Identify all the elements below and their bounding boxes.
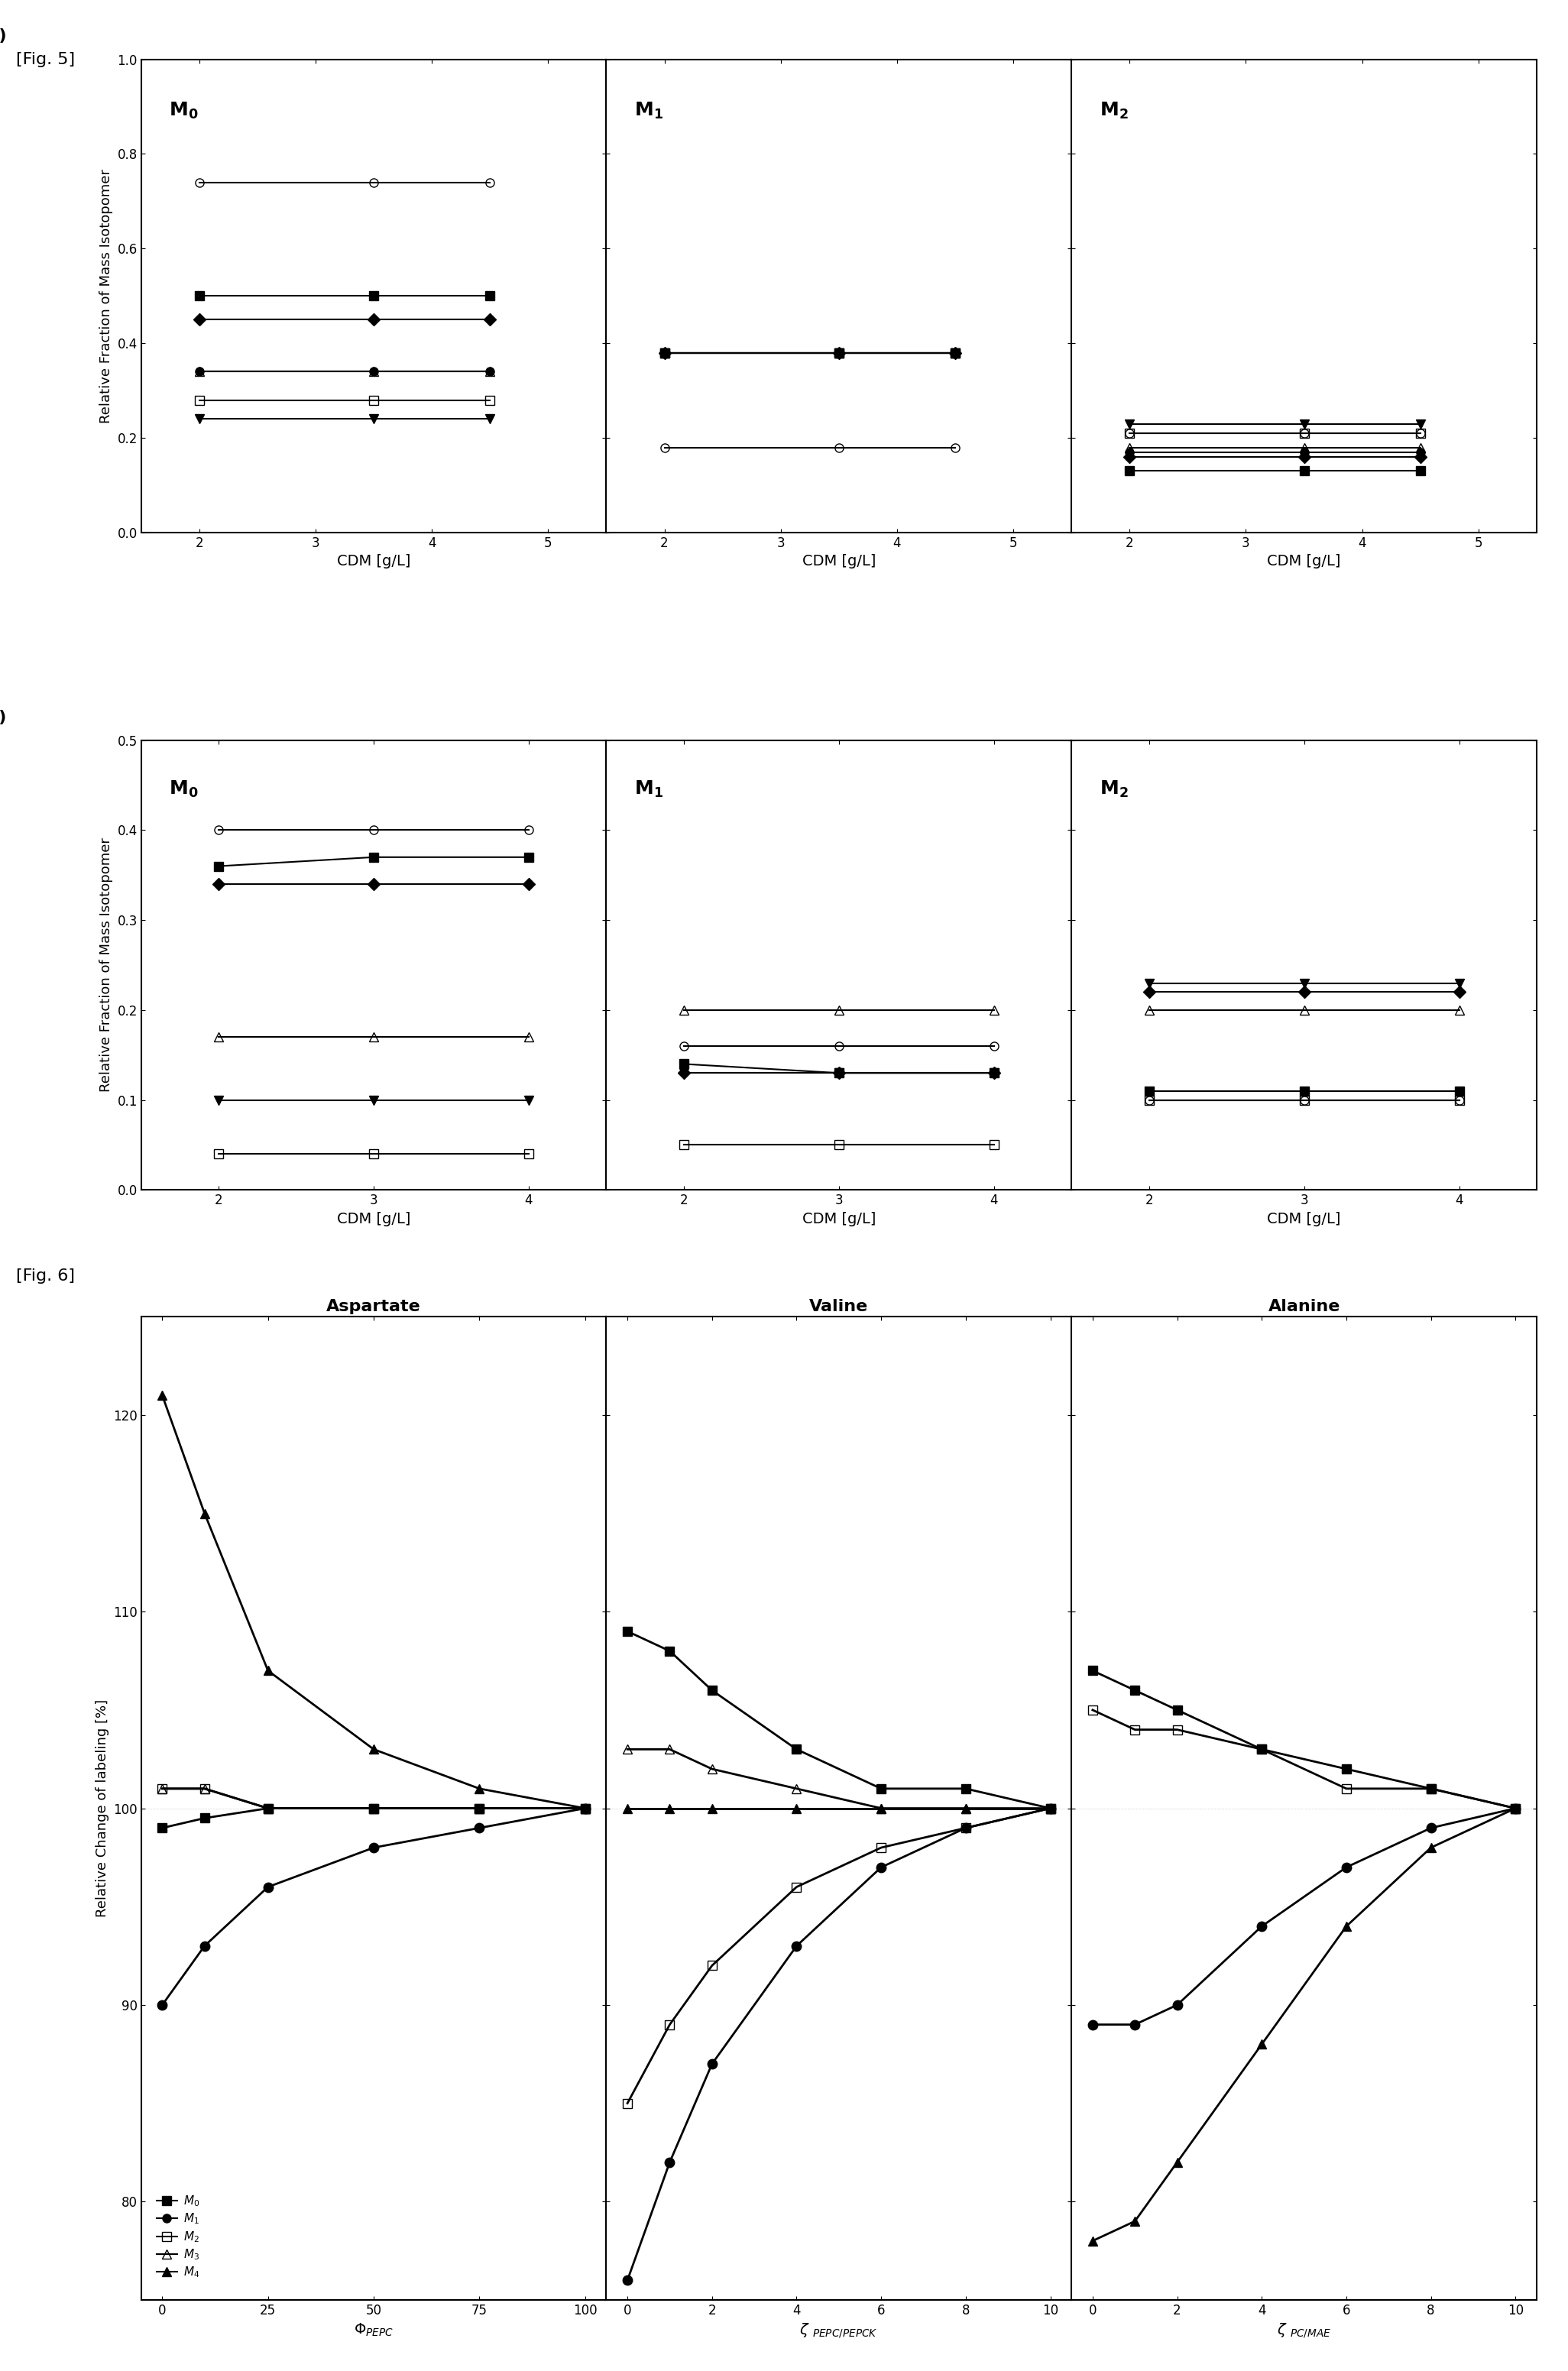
Text: $\mathbf{M_2}$: $\mathbf{M_2}$ bbox=[1099, 102, 1129, 121]
X-axis label: CDM [g/L]: CDM [g/L] bbox=[803, 1212, 875, 1226]
X-axis label: $\zeta$ $_{PC/MAE}$: $\zeta$ $_{PC/MAE}$ bbox=[1276, 2321, 1331, 2340]
Y-axis label: Relative Fraction of Mass Isotopomer: Relative Fraction of Mass Isotopomer bbox=[99, 168, 113, 422]
X-axis label: CDM [g/L]: CDM [g/L] bbox=[803, 555, 875, 569]
Title: Valine: Valine bbox=[809, 1299, 869, 1314]
Text: (B): (B) bbox=[0, 709, 6, 726]
Text: [Fig. 5]: [Fig. 5] bbox=[16, 52, 75, 66]
Legend: $M_0$, $M_1$, $M_2$, $M_3$, $M_4$: $M_0$, $M_1$, $M_2$, $M_3$, $M_4$ bbox=[152, 2188, 204, 2283]
Text: $\mathbf{M_0}$: $\mathbf{M_0}$ bbox=[169, 780, 199, 799]
Title: Alanine: Alanine bbox=[1269, 1299, 1341, 1314]
X-axis label: CDM [g/L]: CDM [g/L] bbox=[337, 1212, 411, 1226]
X-axis label: $\zeta$ $_{PEPC/PEPCK}$: $\zeta$ $_{PEPC/PEPCK}$ bbox=[800, 2321, 878, 2340]
Text: [Fig. 6]: [Fig. 6] bbox=[16, 1268, 75, 1283]
Text: $\mathbf{M_1}$: $\mathbf{M_1}$ bbox=[633, 780, 663, 799]
X-axis label: CDM [g/L]: CDM [g/L] bbox=[1267, 1212, 1341, 1226]
Y-axis label: Relative Change of labeling [%]: Relative Change of labeling [%] bbox=[96, 1700, 108, 1918]
X-axis label: $\Phi_{PEPC}$: $\Phi_{PEPC}$ bbox=[354, 2321, 394, 2338]
Text: $\mathbf{M_0}$: $\mathbf{M_0}$ bbox=[169, 102, 199, 121]
Text: $\mathbf{M_2}$: $\mathbf{M_2}$ bbox=[1099, 780, 1129, 799]
Text: $\mathbf{M_1}$: $\mathbf{M_1}$ bbox=[633, 102, 663, 121]
X-axis label: CDM [g/L]: CDM [g/L] bbox=[1267, 555, 1341, 569]
Text: (A): (A) bbox=[0, 28, 8, 43]
Y-axis label: Relative Fraction of Mass Isotopomer: Relative Fraction of Mass Isotopomer bbox=[99, 837, 113, 1093]
X-axis label: CDM [g/L]: CDM [g/L] bbox=[337, 555, 411, 569]
Title: Aspartate: Aspartate bbox=[326, 1299, 420, 1314]
